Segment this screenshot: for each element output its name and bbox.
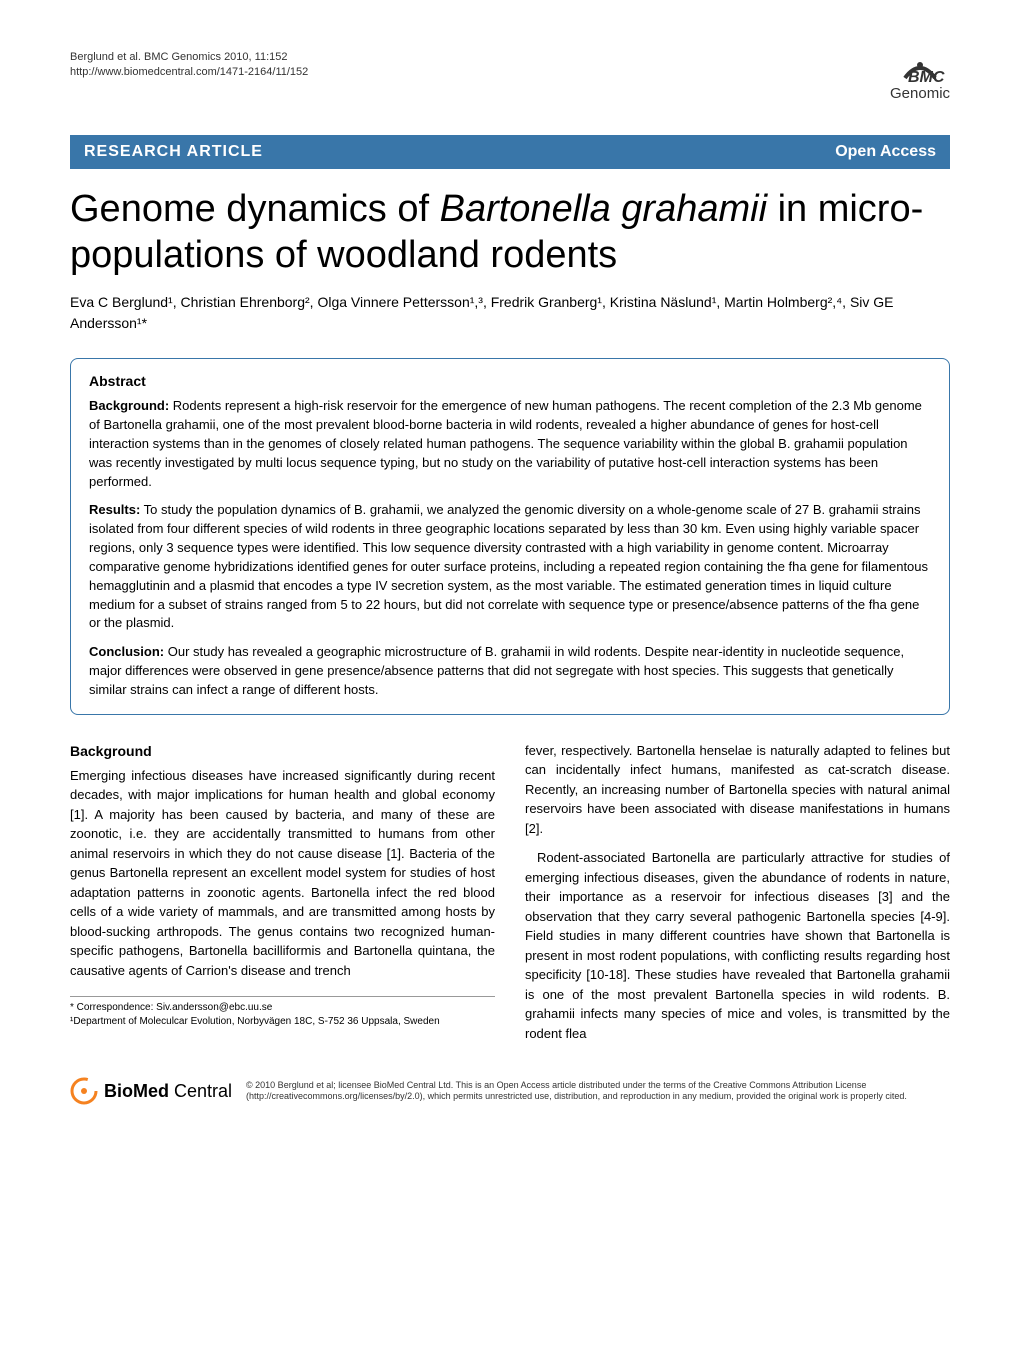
- citation-block: Berglund et al. BMC Genomics 2010, 11:15…: [70, 50, 308, 81]
- bmc-logo-icon: BMC Genomics: [860, 50, 950, 100]
- body-paragraph-3: Rodent-associated Bartonella are particu…: [525, 848, 950, 1043]
- correspondence-block: * Correspondence: Siv.andersson@ebc.uu.s…: [70, 996, 495, 1029]
- abstract-conclusion: Conclusion: Our study has revealed a geo…: [89, 643, 931, 700]
- svg-text:Genomics: Genomics: [890, 85, 950, 100]
- background-heading: Background: [70, 741, 495, 762]
- author-list: Eva C Berglund¹, Christian Ehrenborg², O…: [70, 292, 950, 334]
- open-access-label: Open Access: [835, 143, 936, 161]
- correspondence-email: * Correspondence: Siv.andersson@ebc.uu.s…: [70, 1001, 495, 1015]
- body-paragraph-1: Emerging infectious diseases have increa…: [70, 766, 495, 981]
- bmc-light: Central: [169, 1081, 232, 1101]
- article-type-banner: RESEARCH ARTICLE Open Access: [70, 135, 950, 169]
- header-row: Berglund et al. BMC Genomics 2010, 11:15…: [70, 50, 950, 105]
- abstract-results: Results: To study the population dynamic…: [89, 501, 931, 633]
- abstract-box: Abstract Background: Rodents represent a…: [70, 358, 950, 715]
- bmc-bold: BioMed: [104, 1081, 169, 1101]
- body-columns: Background Emerging infectious diseases …: [70, 741, 950, 1044]
- citation-line-2: http://www.biomedcentral.com/1471-2164/1…: [70, 65, 308, 80]
- article-title: Genome dynamics of Bartonella grahamii i…: [70, 187, 950, 278]
- abstract-background-label: Background:: [89, 398, 169, 413]
- abstract-conclusion-label: Conclusion:: [89, 644, 164, 659]
- column-right: fever, respectively. Bartonella henselae…: [525, 741, 950, 1044]
- license-text: © 2010 Berglund et al; licensee BioMed C…: [246, 1080, 950, 1103]
- citation-line-1: Berglund et al. BMC Genomics 2010, 11:15…: [70, 50, 308, 65]
- abstract-results-text: To study the population dynamics of B. g…: [89, 502, 928, 630]
- bmc-text: BioMed Central: [104, 1081, 232, 1102]
- article-type-label: RESEARCH ARTICLE: [84, 143, 263, 161]
- footer-row: BioMed Central © 2010 Berglund et al; li…: [70, 1067, 950, 1105]
- abstract-conclusion-text: Our study has revealed a geographic micr…: [89, 644, 904, 697]
- abstract-background-text: Rodents represent a high-risk reservoir …: [89, 398, 922, 488]
- correspondence-affiliation: ¹Department of Moleculcar Evolution, Nor…: [70, 1015, 495, 1029]
- journal-logo: BMC Genomics: [860, 50, 950, 105]
- biomed-central-logo: BioMed Central: [70, 1077, 232, 1105]
- abstract-background: Background: Rodents represent a high-ris…: [89, 397, 931, 491]
- bmc-circle-icon: [70, 1077, 98, 1105]
- page-container: Berglund et al. BMC Genomics 2010, 11:15…: [0, 0, 1020, 1145]
- svg-text:BMC: BMC: [908, 69, 945, 86]
- column-left: Background Emerging infectious diseases …: [70, 741, 495, 1044]
- body-paragraph-2: fever, respectively. Bartonella henselae…: [525, 741, 950, 839]
- abstract-heading: Abstract: [89, 373, 931, 389]
- abstract-results-label: Results:: [89, 502, 140, 517]
